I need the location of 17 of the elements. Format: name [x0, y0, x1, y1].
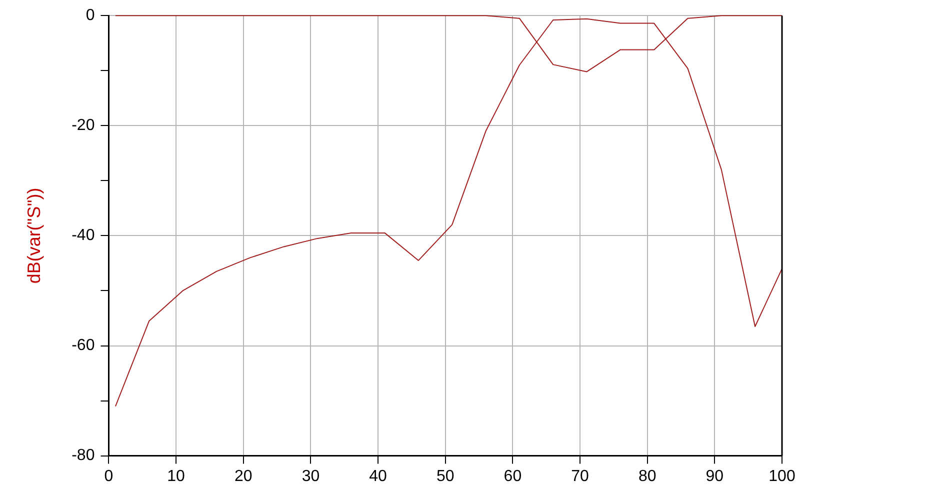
- x-tick-label: 30: [302, 468, 320, 485]
- y-tick-label: 0: [86, 7, 95, 24]
- x-tick-label: 90: [706, 468, 724, 485]
- x-tick-label: 50: [436, 468, 454, 485]
- x-tick-label: 70: [571, 468, 590, 485]
- x-tick-label: 40: [369, 468, 388, 485]
- y-tick-label: -40: [72, 227, 95, 244]
- x-tick-label: 80: [638, 468, 656, 485]
- y-tick-label: -80: [72, 447, 95, 464]
- x-tick-label: 10: [167, 468, 186, 485]
- y-tick-label: -60: [72, 337, 95, 354]
- y-axis-title: dB(var("S")): [24, 188, 44, 284]
- y-tick-label: -20: [72, 117, 95, 134]
- x-tick-label: 20: [234, 468, 252, 485]
- x-tick-label: 60: [504, 468, 522, 485]
- x-tick-label: 100: [768, 468, 796, 485]
- x-tick-label: 0: [104, 468, 114, 485]
